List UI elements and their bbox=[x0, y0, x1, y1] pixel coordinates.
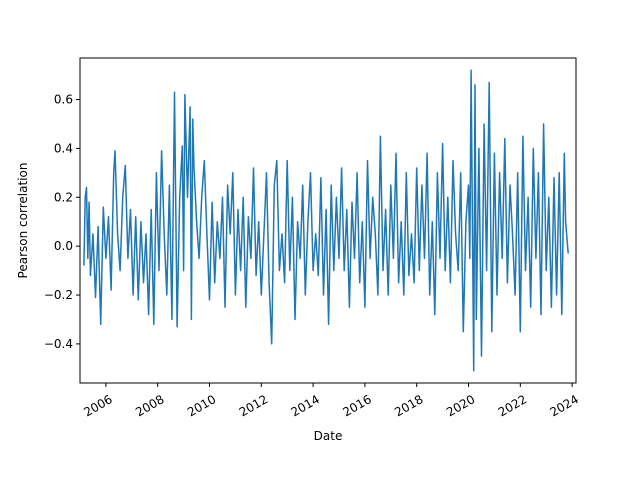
x-axis-label: Date bbox=[314, 429, 343, 443]
x-tick-label: 2008 bbox=[133, 392, 166, 419]
y-tick-label: 0.2 bbox=[54, 190, 73, 204]
axes-frame bbox=[79, 57, 577, 384]
x-tick-label: 2018 bbox=[392, 392, 425, 419]
y-tick-label: −0.2 bbox=[44, 288, 73, 302]
y-tick-label: 0.0 bbox=[54, 239, 73, 253]
x-tick-label: 2006 bbox=[81, 392, 114, 419]
x-tick-label: 2010 bbox=[185, 392, 218, 419]
x-axis: 2006 2008 2010 2012 2014 2016 2018 2020 2022 2024 bbox=[81, 383, 581, 419]
y-tick-label: 0.6 bbox=[54, 93, 73, 107]
x-tick-label: 2020 bbox=[444, 392, 477, 419]
y-axis: −0.4 −0.2 0.0 0.2 0.4 0.6 bbox=[44, 93, 80, 351]
series-line-0 bbox=[83, 69, 569, 372]
x-tick-label: 2024 bbox=[548, 392, 581, 419]
x-tick-label: 2014 bbox=[289, 392, 322, 419]
x-tick-label: 2012 bbox=[237, 392, 270, 419]
x-tick-label: 2022 bbox=[496, 392, 529, 419]
y-axis-label: Pearson correlation bbox=[16, 163, 30, 279]
y-tick-label: 0.4 bbox=[54, 141, 73, 155]
x-tick-label: 2016 bbox=[340, 392, 373, 419]
plot-area bbox=[83, 69, 569, 372]
y-tick-label: −0.4 bbox=[44, 337, 73, 351]
